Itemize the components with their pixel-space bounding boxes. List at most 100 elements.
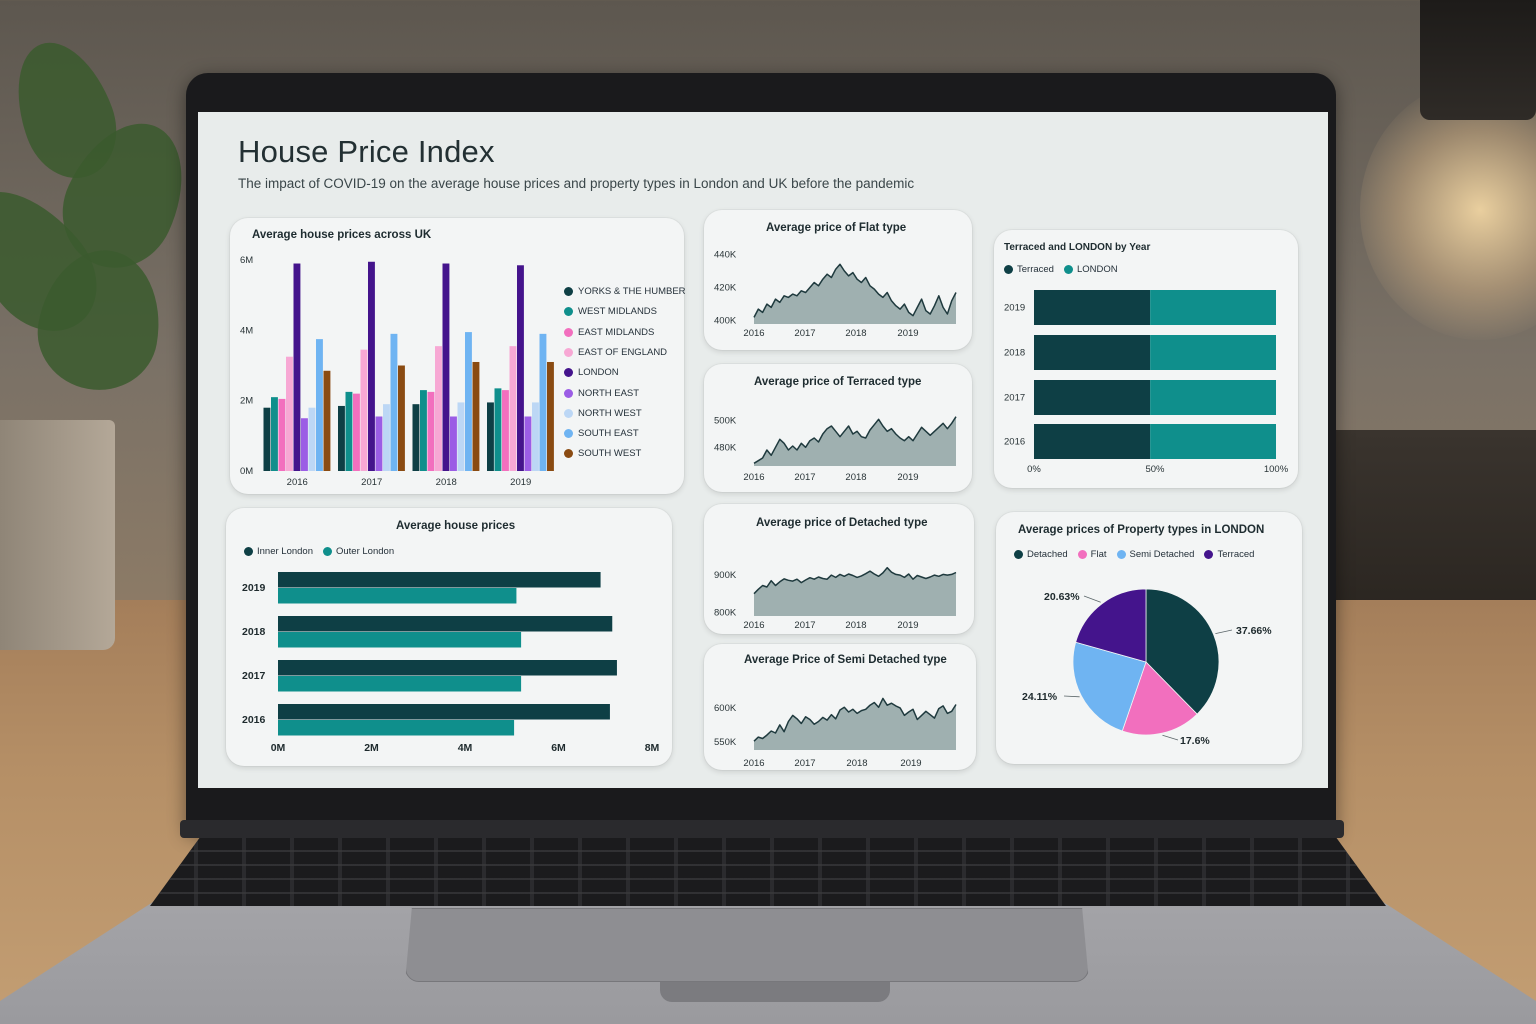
flat-card[interactable]: Average price of Flat type 400K 420K 440K 2… (704, 210, 972, 350)
legend-label: SOUTH EAST (578, 428, 639, 440)
leader-line (1215, 629, 1233, 634)
legend-item[interactable]: NORTH WEST (564, 408, 642, 419)
leader-line (1063, 695, 1080, 698)
legend-item[interactable]: Detached (1014, 549, 1068, 560)
bar (450, 416, 457, 471)
bar (360, 349, 368, 471)
legend-label: Inner London (257, 546, 313, 557)
inner-outer-legend: Inner London Outer London (244, 546, 394, 557)
bar (487, 402, 494, 471)
detached-area-chart: 800K 900K 2016 2017 2018 2019 (714, 566, 957, 631)
plant-pot (0, 420, 115, 650)
pie-slice (1145, 588, 1220, 715)
legend-label: Terraced (1017, 264, 1054, 275)
x-tick-label: 2018 (845, 328, 866, 339)
y-tick-label: 480K (714, 442, 737, 453)
x-tick-label: 2016 (743, 758, 764, 769)
slice-label: 20.63% (1044, 591, 1080, 603)
y-tick-label: 2018 (1004, 348, 1025, 359)
chart-title: Average house prices (396, 520, 516, 532)
inner-outer-chart: 2019 2018 2017 2016 0M 2M 4M 6M 8M (242, 572, 660, 754)
bar (301, 418, 308, 471)
bar-segment (1034, 335, 1151, 370)
bar (524, 416, 532, 471)
pie-slice (1072, 641, 1147, 732)
legend-label: YORKS & THE HUMBER (578, 286, 686, 297)
x-tick-label: 2018 (845, 472, 866, 483)
legend-item[interactable]: Terraced (1204, 549, 1254, 560)
x-tick-label: 2016 (743, 328, 764, 339)
bar (316, 339, 323, 471)
x-tick-label: 2019 (900, 758, 921, 769)
bar (375, 416, 383, 471)
legend-item[interactable]: WEST MIDLANDS (564, 306, 657, 317)
terraced-london-card[interactable]: Terraced and LONDON by Year Terraced LOND… (994, 230, 1298, 488)
y-tick-label: 440K (714, 249, 737, 260)
area-fill (754, 416, 956, 466)
chart-title: Average price of Detached type (756, 517, 928, 529)
semi-detached-card[interactable]: Average Price of Semi Detached type 550K… (704, 644, 976, 770)
page-title: House Price Index (238, 134, 495, 169)
legend-swatch (244, 547, 253, 556)
legend-swatch (564, 449, 573, 459)
x-tick-label: 2016 (743, 472, 764, 483)
legend-item[interactable]: SOUTH EAST (564, 428, 639, 439)
legend-item[interactable]: Outer London (323, 546, 394, 557)
bar (457, 402, 465, 471)
legend-item[interactable]: Terraced (1004, 264, 1054, 275)
x-tick-label: 2017 (361, 477, 382, 488)
bar (338, 405, 345, 471)
property-types-pie: 37.66% 17.6% 24.11% 20.63% (1022, 588, 1272, 747)
slice-label: 37.66% (1236, 625, 1272, 637)
terraced-card[interactable]: Average price of Terraced type 480K 500K 2… (704, 364, 972, 492)
legend-item[interactable]: EAST MIDLANDS (564, 327, 654, 338)
legend-item[interactable]: EAST OF ENGLAND (564, 347, 667, 358)
uk-regions-card[interactable]: Average house prices across UK 0M 2M 4M 6M 2… (230, 218, 686, 494)
legend-item[interactable]: Flat (1077, 549, 1107, 560)
x-tick-label: 50% (1145, 464, 1165, 475)
bar (412, 404, 420, 471)
legend-swatch (564, 347, 573, 357)
bar (420, 390, 427, 471)
area-fill (754, 698, 956, 750)
bar (278, 704, 610, 720)
x-tick-label: 2017 (794, 620, 815, 631)
laptop-trackpad[interactable] (405, 908, 1089, 982)
y-tick-label: 4M (240, 325, 253, 336)
legend-item[interactable]: SOUTH WEST (564, 448, 641, 459)
legend-item[interactable]: LONDON (1063, 264, 1118, 275)
y-tick-label: 600K (714, 703, 737, 714)
y-tick-label: 420K (714, 282, 737, 293)
bar (390, 333, 398, 471)
background-shelf (1330, 430, 1536, 620)
legend-item[interactable]: Inner London (244, 546, 313, 557)
chart-title: Average price of Terraced type (754, 376, 922, 388)
y-tick-label: 2017 (1004, 393, 1025, 404)
y-tick-label: 6M (240, 255, 253, 266)
x-tick-label: 2019 (897, 472, 918, 483)
legend-item[interactable]: NORTH EAST (564, 388, 639, 399)
legend-item[interactable]: Semi Detached (1116, 549, 1194, 560)
bar (539, 333, 547, 471)
legend-swatch (564, 327, 573, 337)
legend-item[interactable]: YORKS & THE HUMBER (564, 286, 686, 297)
bar (435, 346, 442, 471)
bar (442, 263, 450, 471)
legend-label: SOUTH WEST (578, 448, 642, 460)
laptop-notch (660, 982, 890, 1002)
x-tick-label: 6M (551, 742, 566, 754)
legend-label: Terraced (1217, 549, 1255, 560)
pie-slice (1075, 588, 1147, 663)
bar (278, 588, 517, 604)
bar (502, 390, 509, 471)
property-types-card[interactable]: Average prices of Property types in LOND… (996, 512, 1302, 764)
leader-line (1162, 734, 1179, 741)
detached-card[interactable]: Average price of Detached type 800K 900K 2… (704, 504, 974, 634)
bar (323, 370, 331, 471)
x-tick-label: 4M (458, 742, 473, 754)
inner-outer-card[interactable]: Average house prices Inner London Outer L… (226, 508, 672, 766)
legend-item[interactable]: LONDON (564, 367, 619, 378)
legend-swatch (1204, 550, 1214, 559)
x-tick-label: 2019 (510, 477, 531, 488)
bar (368, 261, 375, 471)
